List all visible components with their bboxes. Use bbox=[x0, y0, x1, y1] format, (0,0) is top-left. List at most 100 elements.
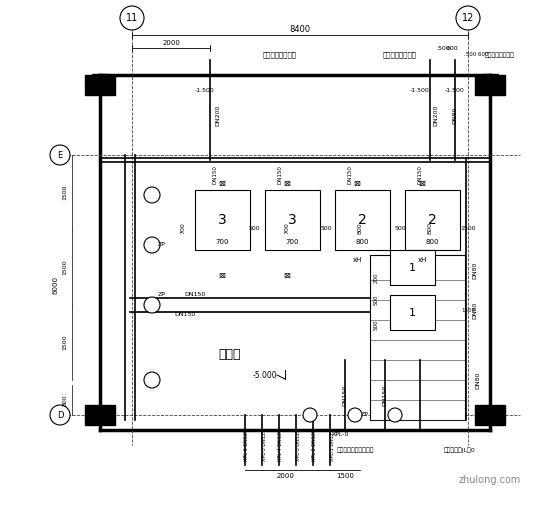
Text: DN200: DN200 bbox=[433, 104, 438, 125]
Bar bbox=[85, 405, 115, 425]
Text: DN80: DN80 bbox=[452, 106, 458, 123]
Text: 700: 700 bbox=[284, 222, 290, 234]
Text: ZP: ZP bbox=[158, 242, 166, 247]
Text: 1500: 1500 bbox=[63, 334, 68, 350]
Circle shape bbox=[144, 372, 160, 388]
Text: 1500: 1500 bbox=[63, 259, 68, 275]
Text: 1500: 1500 bbox=[460, 226, 476, 231]
Text: ZP: ZP bbox=[158, 293, 166, 298]
Text: 1: 1 bbox=[408, 263, 416, 273]
Circle shape bbox=[144, 187, 160, 203]
Text: 2000: 2000 bbox=[162, 40, 180, 46]
Text: 12: 12 bbox=[462, 13, 474, 23]
Text: ⊠: ⊠ bbox=[353, 178, 361, 187]
Circle shape bbox=[50, 405, 70, 425]
Text: 500: 500 bbox=[374, 320, 379, 330]
Bar bbox=[482, 406, 498, 422]
Text: 6000: 6000 bbox=[52, 276, 58, 294]
Text: 接室外消防贮水池: 接室外消防贮水池 bbox=[263, 52, 297, 58]
Bar bbox=[390, 250, 435, 285]
Text: 3: 3 bbox=[288, 213, 297, 227]
Text: 800: 800 bbox=[63, 394, 68, 406]
Text: DN150: DN150 bbox=[212, 166, 217, 184]
Text: 接室外消防贮水池: 接室外消防贮水池 bbox=[383, 52, 417, 58]
Text: ZP: ZP bbox=[361, 412, 369, 418]
Text: 500: 500 bbox=[374, 295, 379, 305]
Bar bbox=[475, 75, 505, 95]
Text: DN150: DN150 bbox=[278, 166, 282, 184]
Text: XPL-0: XPL-0 bbox=[332, 432, 349, 437]
Text: 接室外生活贮水池: 接室外生活贮水池 bbox=[485, 52, 515, 58]
Circle shape bbox=[50, 145, 70, 165]
Text: DN80: DN80 bbox=[473, 301, 478, 319]
Text: DN150: DN150 bbox=[418, 166, 422, 184]
Text: XPL-2 DN125: XPL-2 DN125 bbox=[312, 429, 318, 461]
Text: B00: B00 bbox=[427, 222, 432, 234]
Text: 700: 700 bbox=[286, 239, 299, 245]
Text: E: E bbox=[57, 150, 63, 160]
Text: XPL-4 DN125: XPL-4 DN125 bbox=[278, 429, 283, 461]
Text: 700: 700 bbox=[216, 239, 229, 245]
Text: .500: .500 bbox=[436, 46, 450, 50]
Text: DN150: DN150 bbox=[174, 312, 195, 318]
Text: 200: 200 bbox=[374, 273, 379, 283]
Bar bbox=[405, 190, 460, 250]
Circle shape bbox=[144, 237, 160, 253]
Text: -5.000: -5.000 bbox=[253, 370, 277, 379]
Text: 700: 700 bbox=[180, 222, 185, 234]
Text: 1500: 1500 bbox=[63, 184, 68, 200]
Bar bbox=[92, 74, 108, 90]
Text: DN80: DN80 bbox=[475, 371, 480, 389]
Text: ⊠: ⊠ bbox=[218, 270, 226, 279]
Text: 3: 3 bbox=[218, 213, 227, 227]
Text: -1.500: -1.500 bbox=[410, 87, 430, 92]
Text: ⊠: ⊠ bbox=[283, 178, 291, 187]
Text: DN80: DN80 bbox=[473, 261, 478, 279]
Text: 500: 500 bbox=[394, 226, 406, 231]
Text: 接给水立管JL－0: 接给水立管JL－0 bbox=[444, 447, 476, 453]
Text: D: D bbox=[57, 410, 63, 420]
Text: 800: 800 bbox=[426, 239, 439, 245]
Text: DN150: DN150 bbox=[184, 293, 206, 298]
Bar bbox=[85, 75, 115, 95]
Circle shape bbox=[120, 6, 144, 30]
Text: XPL-5 DN125: XPL-5 DN125 bbox=[262, 429, 267, 461]
Bar bbox=[370, 255, 465, 420]
Text: ⊠: ⊠ bbox=[283, 270, 291, 279]
Bar bbox=[265, 190, 320, 250]
Text: 800: 800 bbox=[356, 239, 369, 245]
Text: 1500: 1500 bbox=[461, 307, 475, 312]
Bar bbox=[390, 295, 435, 330]
Text: -1.500: -1.500 bbox=[445, 87, 465, 92]
Text: DN150: DN150 bbox=[348, 166, 352, 184]
Circle shape bbox=[303, 408, 317, 422]
Text: 500: 500 bbox=[248, 226, 260, 231]
Circle shape bbox=[388, 408, 402, 422]
Text: DN200: DN200 bbox=[216, 104, 221, 125]
Circle shape bbox=[144, 297, 160, 313]
Text: 水泵房: 水泵房 bbox=[219, 348, 241, 362]
Bar bbox=[92, 406, 108, 422]
Text: .500 600: .500 600 bbox=[464, 52, 488, 57]
Bar bbox=[335, 190, 390, 250]
Bar bbox=[195, 190, 250, 250]
Text: 600: 600 bbox=[446, 46, 458, 50]
Text: XPL-1 DN125: XPL-1 DN125 bbox=[329, 429, 334, 461]
Text: 接室内消火栓给水干管: 接室内消火栓给水干管 bbox=[336, 447, 374, 453]
Text: 11: 11 bbox=[126, 13, 138, 23]
Text: 2: 2 bbox=[358, 213, 367, 227]
Text: 2000: 2000 bbox=[276, 473, 294, 479]
Text: -1.500: -1.500 bbox=[195, 87, 215, 92]
Text: 8400: 8400 bbox=[290, 25, 311, 35]
Text: 2: 2 bbox=[428, 213, 437, 227]
Text: ⊠: ⊠ bbox=[218, 178, 226, 187]
Text: ⊠: ⊠ bbox=[418, 178, 426, 187]
Text: xH: xH bbox=[352, 257, 362, 263]
Text: xH: xH bbox=[417, 257, 427, 263]
Text: 500: 500 bbox=[320, 226, 332, 231]
Circle shape bbox=[348, 408, 362, 422]
Text: DN150: DN150 bbox=[382, 385, 388, 405]
Text: XPL-3 DN125: XPL-3 DN125 bbox=[296, 429, 301, 461]
Text: XPL-6 DN125: XPL-6 DN125 bbox=[245, 429, 250, 461]
Text: 800: 800 bbox=[357, 222, 362, 234]
